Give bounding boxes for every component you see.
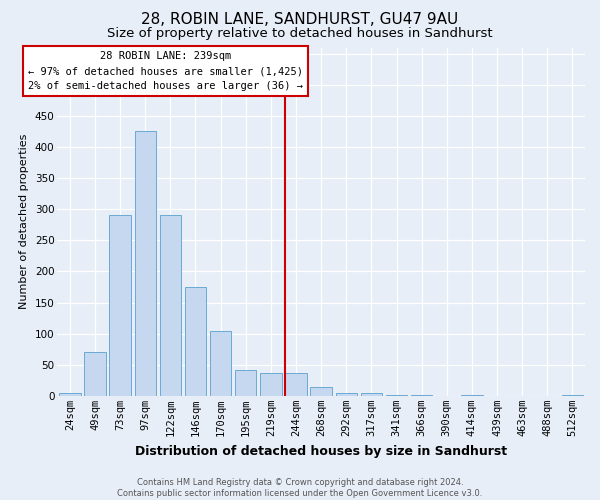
Bar <box>286 373 307 396</box>
Bar <box>134 132 156 396</box>
Bar <box>109 216 131 396</box>
Bar <box>310 386 332 396</box>
Bar <box>386 394 407 396</box>
Text: Contains HM Land Registry data © Crown copyright and database right 2024.
Contai: Contains HM Land Registry data © Crown c… <box>118 478 482 498</box>
Bar <box>335 393 357 396</box>
Bar <box>361 393 382 396</box>
Bar <box>160 216 181 396</box>
Text: 28 ROBIN LANE: 239sqm
← 97% of detached houses are smaller (1,425)
2% of semi-de: 28 ROBIN LANE: 239sqm ← 97% of detached … <box>28 52 303 91</box>
Bar <box>235 370 256 396</box>
Bar <box>260 373 281 396</box>
Bar <box>84 352 106 396</box>
Bar <box>59 393 80 396</box>
Y-axis label: Number of detached properties: Number of detached properties <box>19 134 29 310</box>
Bar <box>185 287 206 396</box>
Bar <box>210 330 232 396</box>
Text: 28, ROBIN LANE, SANDHURST, GU47 9AU: 28, ROBIN LANE, SANDHURST, GU47 9AU <box>142 12 458 28</box>
X-axis label: Distribution of detached houses by size in Sandhurst: Distribution of detached houses by size … <box>135 444 507 458</box>
Text: Size of property relative to detached houses in Sandhurst: Size of property relative to detached ho… <box>107 28 493 40</box>
